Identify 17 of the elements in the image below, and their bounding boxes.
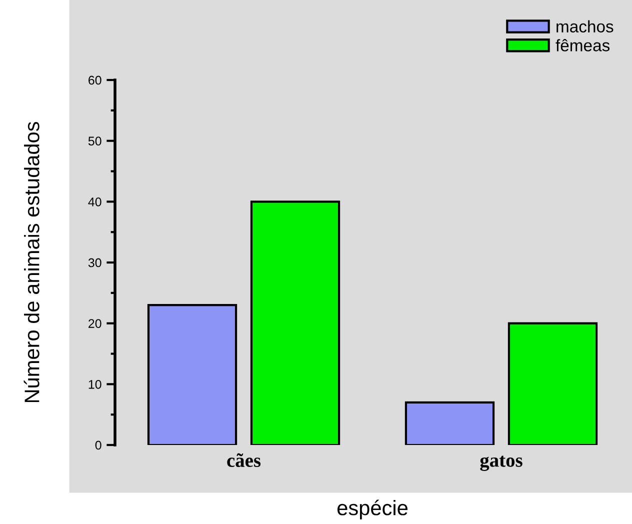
x-axis-title: espécie [337, 500, 408, 520]
bar [404, 401, 495, 445]
y-tick-label: 60 [88, 76, 102, 85]
bar [250, 200, 340, 445]
y-tick-label: 10 [88, 380, 102, 389]
bar [508, 322, 598, 445]
y-tick-label: 50 [88, 136, 102, 146]
bar [147, 304, 238, 445]
x-tick-label: gatos [480, 456, 522, 471]
legend-label: machos [556, 20, 614, 32]
y-tick-label: 40 [88, 197, 102, 206]
y-axis-title: Número de animais estudados [24, 122, 40, 402]
x-tick-label: cães [227, 453, 261, 468]
y-tick-label: 20 [88, 319, 102, 328]
y-tick-label: 30 [88, 258, 102, 268]
legend-label: fêmeas [556, 39, 610, 52]
y-tick-label: 0 [95, 440, 102, 450]
